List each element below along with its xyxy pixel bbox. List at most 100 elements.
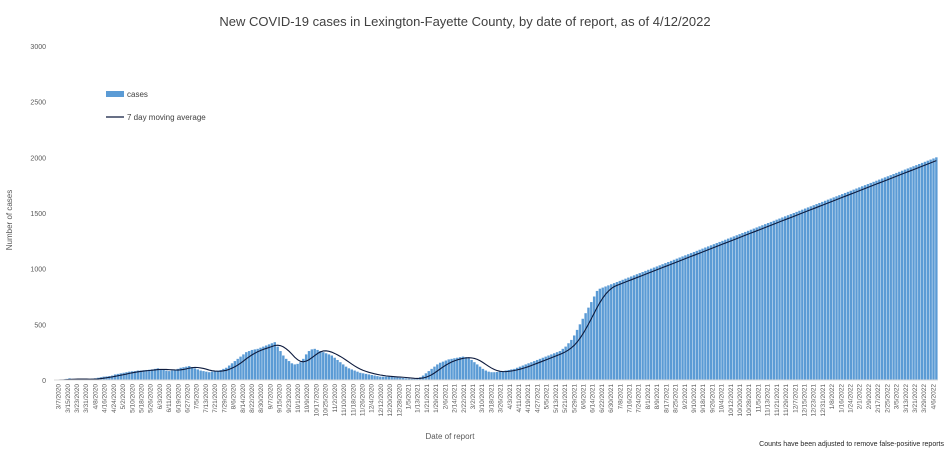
bar (721, 240, 724, 380)
bar (618, 280, 622, 380)
bar (535, 359, 539, 380)
x-tick-label: 11/13/2021 (765, 384, 772, 416)
bar (165, 370, 168, 380)
x-tick-label: 5/13/2021 (553, 384, 560, 413)
bar (339, 362, 342, 380)
bar (279, 351, 282, 380)
x-tick-label: 8/25/2021 (673, 384, 680, 413)
x-tick-label: 6/27/2020 (185, 384, 192, 413)
bar (473, 362, 476, 380)
bar (441, 361, 445, 380)
x-tick-label: 7/13/2020 (203, 384, 210, 413)
bar (213, 371, 217, 380)
bar (818, 202, 821, 380)
x-tick-label: 1/29/2021 (433, 384, 440, 413)
bar (196, 369, 199, 380)
bar (356, 371, 359, 380)
bar (407, 378, 411, 380)
x-tick-label: 7/16/2021 (627, 384, 634, 413)
bar-series (59, 157, 938, 380)
bar (239, 356, 242, 380)
bar (444, 360, 448, 380)
bar (732, 236, 736, 380)
bar (550, 354, 553, 380)
x-tick-label: 6/19/2020 (175, 384, 182, 413)
x-tick-label: 2/14/2021 (452, 384, 459, 413)
x-tick-label: 1/21/2021 (424, 384, 431, 413)
bar (401, 378, 405, 380)
bar (798, 210, 801, 380)
bar (487, 371, 490, 380)
bar (302, 358, 305, 380)
bar (786, 215, 790, 380)
x-tick-label: 10/12/2021 (728, 384, 735, 417)
bar (812, 205, 815, 380)
bar (687, 254, 690, 380)
bar (781, 217, 784, 380)
bar (678, 257, 681, 380)
bar (712, 244, 716, 380)
bar (119, 373, 123, 380)
bar (330, 355, 334, 380)
bar (615, 282, 619, 380)
x-tick-label: 11/21/2021 (774, 384, 781, 416)
bar (903, 169, 907, 380)
x-tick-label: 12/20/2020 (387, 384, 394, 417)
bar (607, 285, 610, 380)
bar (253, 349, 257, 380)
y-tick-label: 1500 (30, 211, 46, 218)
bar (188, 366, 191, 380)
bar (635, 274, 639, 380)
bar (915, 165, 918, 380)
x-tick-label: 5/5/2021 (544, 384, 551, 410)
bar (735, 235, 738, 380)
bar (496, 371, 499, 380)
chart-title: New COVID-19 cases in Lexington-Fayette … (219, 14, 711, 29)
x-tick-label: 12/15/2021 (801, 384, 808, 417)
bar (427, 371, 430, 380)
bar (669, 260, 673, 380)
bar (170, 370, 174, 380)
x-tick-label: 9/7/2020 (267, 384, 274, 410)
bar (185, 366, 188, 380)
bar (247, 351, 251, 380)
bar (416, 378, 419, 380)
x-tick-label: 6/3/2020 (157, 384, 164, 410)
bar (310, 349, 314, 380)
bar (792, 213, 795, 380)
x-tick-label: 9/18/2021 (700, 384, 707, 413)
bar (923, 161, 927, 380)
bar (547, 355, 550, 380)
x-tick-label: 7/24/2021 (636, 384, 643, 413)
x-tick-label: 1/13/2021 (415, 384, 422, 413)
bar (353, 370, 356, 380)
x-tick-label: 2/17/2022 (875, 384, 882, 413)
x-tick-label: 6/30/2021 (608, 384, 615, 413)
bar (835, 196, 838, 380)
x-tick-label: 11/10/2020 (341, 384, 348, 416)
bar (504, 370, 507, 380)
bar (199, 370, 202, 380)
bar (832, 197, 835, 380)
x-tick-label: 3/15/2020 (65, 384, 72, 413)
bar (319, 351, 322, 380)
bar (533, 361, 536, 380)
bar (336, 359, 339, 380)
bar (575, 329, 579, 380)
bar (156, 368, 160, 380)
x-tick-label: 2/9/2022 (866, 384, 873, 410)
bar (821, 201, 824, 380)
x-tick-label: 8/30/2020 (258, 384, 265, 413)
bar (518, 366, 522, 380)
bar (644, 270, 647, 380)
bar (510, 369, 513, 380)
x-tick-label: 8/1/2021 (645, 384, 652, 410)
bar (322, 352, 325, 380)
bar (404, 378, 408, 380)
footnote: Counts have been adjusted to remove fals… (759, 441, 944, 448)
bar (262, 346, 265, 380)
bar (250, 349, 254, 380)
y-axis: 0 500 1000 1500 2000 2500 3000 (30, 44, 46, 385)
bar (849, 190, 853, 380)
